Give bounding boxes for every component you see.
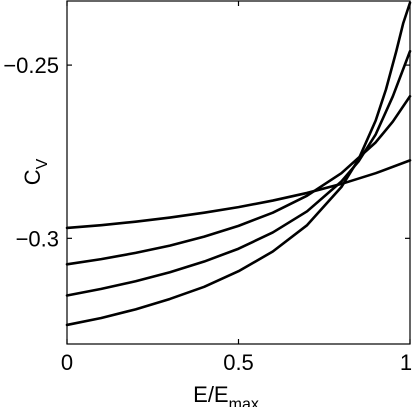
y-tick-label-2: −0.25 <box>3 53 59 78</box>
x-tick-label-1: 0 <box>61 350 73 375</box>
x-tick-label-3: 1 <box>400 350 412 375</box>
y-axis-title-sub: V <box>34 158 51 169</box>
x-tick-label-2: 0.5 <box>223 350 254 375</box>
x-axis-title: E/Emax <box>193 382 259 407</box>
curves-layer <box>65 1 412 327</box>
x-axis-title-main: E/E <box>193 382 228 407</box>
y-tick-label-1: −0.3 <box>16 226 59 251</box>
series-line-3 <box>65 49 412 297</box>
x-axis-title-sub: max <box>229 396 259 407</box>
plot-frame <box>66 0 411 345</box>
ticks-layer <box>66 1 411 344</box>
series-line-2 <box>65 94 412 266</box>
y-axis-title-main: C <box>20 169 45 185</box>
y-axis-title: CV <box>20 158 51 185</box>
tick-labels-layer: 0 0.5 1 −0.3 −0.25 <box>3 53 412 375</box>
series-line-1 <box>65 159 412 230</box>
series-line-4 <box>65 1 412 327</box>
